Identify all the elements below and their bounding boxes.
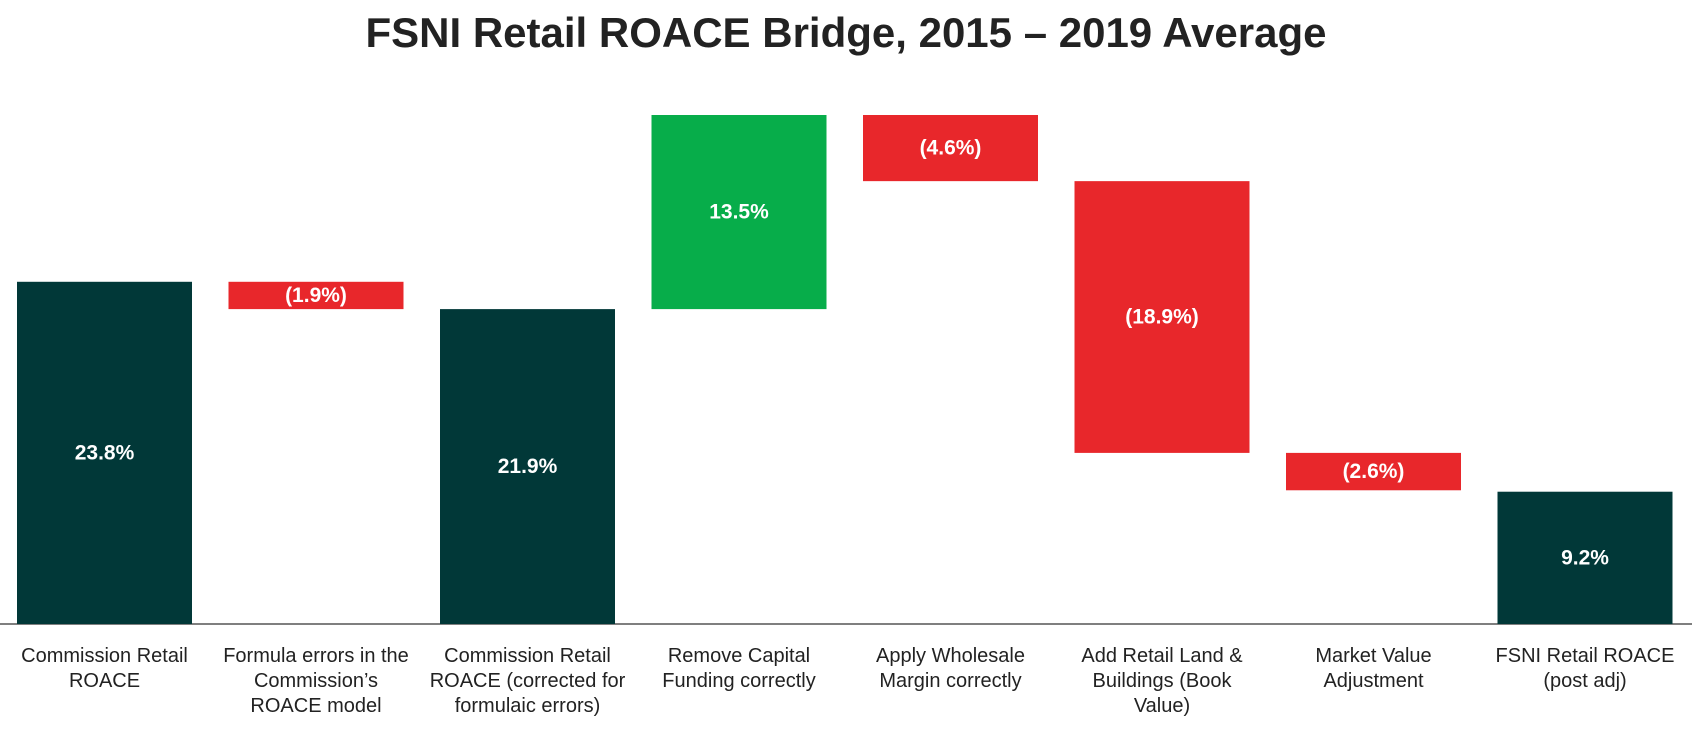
value-label: (2.6%): [1343, 460, 1405, 483]
value-label: (18.9%): [1125, 306, 1199, 329]
bar: [1286, 452, 1461, 491]
bar: [228, 281, 404, 310]
bar: [17, 281, 192, 624]
category-label: Apply Wholesale Margin correctly: [876, 645, 1025, 692]
value-label: 13.5%: [709, 201, 769, 224]
value-label: (1.9%): [285, 284, 347, 307]
value-label: (4.6%): [920, 137, 982, 160]
bar: [440, 309, 615, 624]
category-label: Remove Capital Funding correctly: [662, 645, 816, 692]
value-label: 21.9%: [498, 455, 558, 478]
category-label: Market Value Adjustment: [1315, 645, 1432, 692]
bar: [651, 115, 827, 310]
category-label: FSNI Retail ROACE (post adj): [1495, 645, 1675, 692]
category-label: Commission Retail ROACE (corrected for f…: [429, 645, 626, 717]
value-label: 9.2%: [1561, 546, 1609, 569]
category-label: Commission Retail ROACE: [21, 645, 188, 692]
value-label: 23.8%: [75, 441, 135, 464]
bar: [1074, 181, 1250, 453]
bar: [863, 115, 1038, 182]
chart-title: FSNI Retail ROACE Bridge, 2015 – 2019 Av…: [366, 9, 1327, 56]
bar: [1497, 491, 1673, 624]
category-label: Formula errors in the Commission’s ROACE…: [223, 645, 409, 717]
category-label: Add Retail Land & Buildings (Book Value): [1081, 645, 1243, 717]
